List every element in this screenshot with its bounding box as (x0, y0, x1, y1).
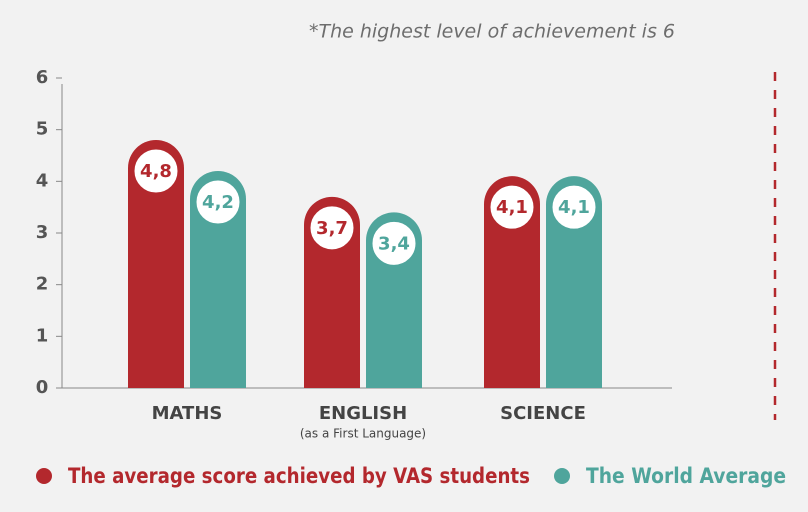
y-tick-label: 3 (36, 222, 49, 243)
y-tick-label: 2 (36, 274, 49, 295)
legend-marker (36, 468, 52, 484)
bar (128, 140, 184, 388)
legend-label: The average score achieved by VAS studen… (68, 464, 530, 488)
y-tick-label: 1 (36, 325, 49, 346)
value-label: 3,4 (378, 233, 410, 254)
y-tick-label: 0 (36, 377, 49, 398)
x-tick-sublabel: (as a First Language) (300, 427, 426, 441)
value-label: 4,8 (140, 161, 172, 182)
value-label: 3,7 (316, 218, 348, 239)
value-badge (309, 205, 355, 251)
value-label: 4,1 (496, 197, 528, 218)
value-badge (195, 179, 241, 225)
y-tick-label: 4 (36, 170, 49, 191)
value-badge (551, 184, 597, 230)
legend-label: The World Average (586, 464, 786, 488)
value-badge (489, 184, 535, 230)
value-badge (371, 220, 417, 266)
y-tick-label: 5 (36, 119, 49, 140)
x-tick-label: SCIENCE (500, 403, 586, 424)
bar (484, 176, 540, 388)
bar (190, 171, 246, 388)
chart-note: *The highest level of achievement is 6 (309, 21, 675, 43)
x-tick-label: ENGLISH (319, 403, 407, 424)
x-tick-label: MATHS (152, 403, 223, 424)
value-label: 4,1 (558, 197, 590, 218)
bar (546, 176, 602, 388)
value-badge (133, 148, 179, 194)
value-label: 4,2 (202, 192, 234, 213)
y-tick-label: 6 (36, 67, 49, 88)
legend-marker (554, 468, 570, 484)
